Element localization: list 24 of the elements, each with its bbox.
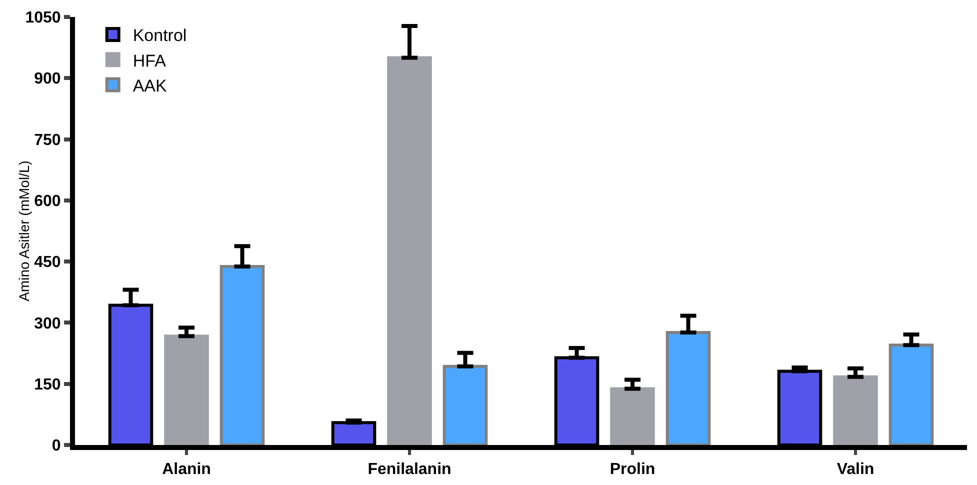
legend-label: HFA — [132, 51, 167, 70]
bar — [220, 264, 265, 445]
legend-label: Kontrol — [132, 26, 187, 46]
y-tick-label: 0 — [52, 438, 61, 455]
y-axis-title: Amino Asitler (mMol/L) — [16, 160, 32, 302]
bar — [888, 344, 934, 445]
y-tick-label: 450 — [34, 254, 61, 272]
y-tick-label: 750 — [34, 132, 61, 149]
y-tick-label: 900 — [34, 70, 61, 88]
bar — [610, 387, 655, 445]
bar — [833, 375, 878, 445]
legend-label: AAK — [132, 76, 168, 96]
bar — [164, 334, 209, 445]
bar — [666, 331, 711, 445]
bar — [442, 364, 488, 445]
x-tick-label: Prolin — [610, 461, 656, 478]
y-tick-label: 150 — [34, 376, 61, 394]
x-tick-label: Fenilalanin — [368, 461, 452, 478]
y-tick-label: 1050 — [25, 10, 61, 27]
x-tick-label: Valin — [836, 461, 874, 478]
x-tick-label: Alanin — [162, 461, 211, 478]
y-tick-label: 600 — [34, 193, 61, 210]
y-tick-label: 300 — [34, 315, 61, 332]
bar — [387, 56, 432, 445]
